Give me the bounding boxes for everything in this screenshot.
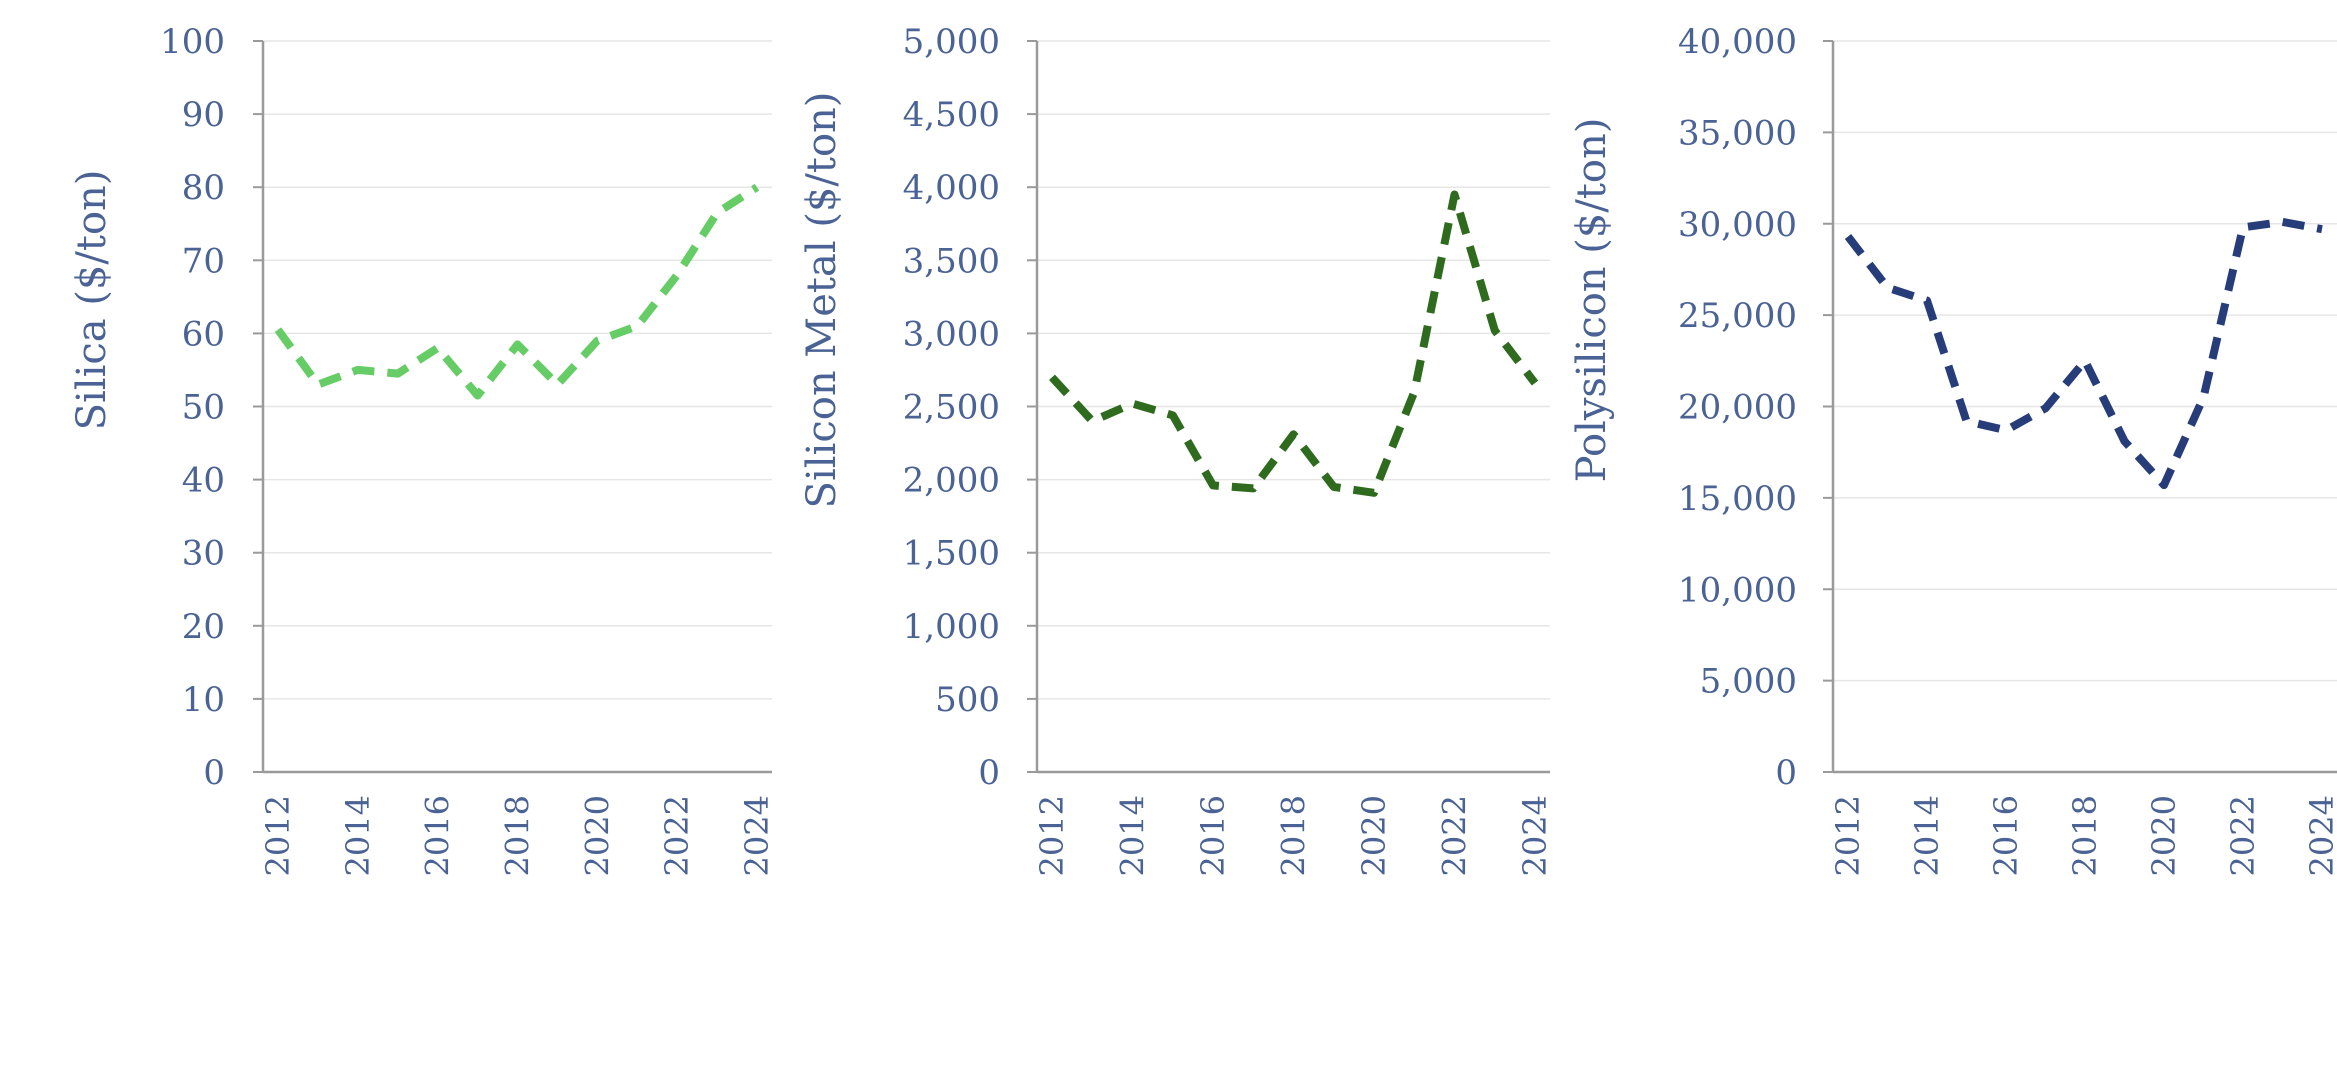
y-tick-label: 10,000 xyxy=(1678,570,1797,610)
y-tick-label: 60 xyxy=(182,314,225,354)
x-tick-label: 2018 xyxy=(499,795,537,876)
series-line-polysilicon xyxy=(1844,217,2323,490)
x-tick-label: 2020 xyxy=(1355,795,1393,876)
x-tick-label: 2012 xyxy=(259,795,297,876)
x-tick-label: 2018 xyxy=(1275,795,1313,876)
chart-panel-2: 0 500 1,000 1,500 2,000 2,500 3,000 3,500 4,000 4… xyxy=(799,22,1554,876)
y-tick-label: 30,000 xyxy=(1678,205,1797,245)
y-tick-label: 80 xyxy=(182,168,225,208)
y-tick-label: 15,000 xyxy=(1678,479,1797,519)
y-axis-label: Silica ($/ton) xyxy=(69,170,115,431)
y-tick-label: 20 xyxy=(182,607,225,647)
y-tick-label: 5,000 xyxy=(903,22,1000,62)
chart-panel-3: 0 5,000 10,000 15,000 20,000 25,000 30,000 35,0… xyxy=(1569,22,2337,876)
y-tick-label: 35,000 xyxy=(1678,113,1797,153)
y-tick-label: 90 xyxy=(182,95,225,135)
x-tick-label: 2022 xyxy=(2224,795,2262,876)
series-line-silicon-metal xyxy=(1049,190,1539,497)
x-tick-label: 2012 xyxy=(1829,795,1867,876)
x-tick-label: 2024 xyxy=(1516,795,1554,876)
x-tick-label: 2016 xyxy=(1987,795,2025,876)
y-tick-label: 3,000 xyxy=(903,314,1000,354)
series-line-silica xyxy=(274,183,760,400)
y-axis-label: Silicon Metal ($/ton) xyxy=(799,92,845,509)
x-tick-label: 2014 xyxy=(339,795,377,876)
y-tick-label: 70 xyxy=(182,241,225,281)
chart-panel-1: 0 10 20 30 40 50 60 70 80 90 100 2012 2014 2016 2018 20… xyxy=(69,22,776,876)
y-tick-label: 4,000 xyxy=(903,168,1000,208)
x-tick-label: 2022 xyxy=(658,795,696,876)
y-tick-label: 10 xyxy=(182,680,225,720)
x-tick-label: 2020 xyxy=(578,795,616,876)
y-tick-label: 4,500 xyxy=(903,95,1000,135)
y-tick-label: 5,000 xyxy=(1700,662,1797,702)
x-tick-label: 2016 xyxy=(1194,795,1232,876)
x-tick-label: 2014 xyxy=(1114,795,1152,876)
y-tick-label: 25,000 xyxy=(1678,296,1797,336)
y-axis-label: Polysilicon ($/ton) xyxy=(1569,118,1615,483)
y-tick-label: 2,000 xyxy=(903,461,1000,501)
x-tick-label: 2024 xyxy=(738,795,776,876)
y-tick-label: 2,500 xyxy=(903,388,1000,428)
y-tick-label: 0 xyxy=(978,753,1000,793)
x-tick-label: 2016 xyxy=(419,795,457,876)
x-tick-label: 2024 xyxy=(2303,795,2337,876)
y-tick-label: 100 xyxy=(160,22,225,62)
y-tick-label: 50 xyxy=(182,388,225,428)
y-tick-label: 1,000 xyxy=(903,607,1000,647)
x-tick-label: 2018 xyxy=(2066,795,2104,876)
y-tick-label: 20,000 xyxy=(1678,388,1797,428)
y-tick-label: 40 xyxy=(182,461,225,501)
y-tick-label: 40,000 xyxy=(1678,22,1797,62)
y-tick-label: 500 xyxy=(935,680,1000,720)
x-tick-label: 2020 xyxy=(2145,795,2183,876)
y-tick-label: 0 xyxy=(203,753,225,793)
y-tick-label: 1,500 xyxy=(903,534,1000,574)
y-tick-label: 0 xyxy=(1775,753,1797,793)
y-tick-label: 30 xyxy=(182,534,225,574)
x-tick-label: 2022 xyxy=(1436,795,1474,876)
x-tick-label: 2014 xyxy=(1908,795,1946,876)
y-tick-label: 3,500 xyxy=(903,241,1000,281)
x-tick-label: 2012 xyxy=(1033,795,1071,876)
